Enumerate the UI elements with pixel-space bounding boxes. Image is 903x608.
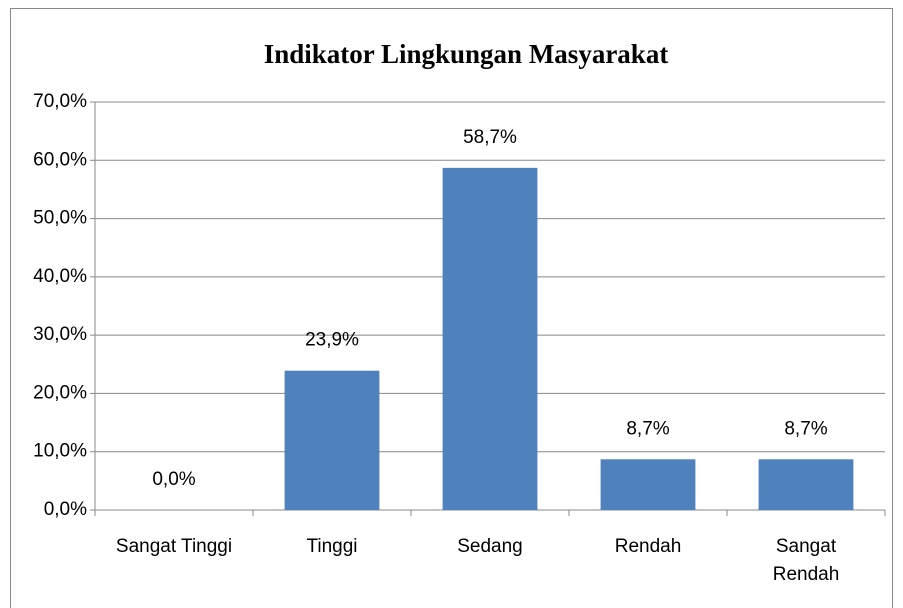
y-tick-label: 40,0%	[33, 266, 87, 287]
y-tick-label: 60,0%	[33, 149, 87, 170]
bar	[442, 167, 538, 510]
data-label: 8,7%	[626, 418, 669, 439]
x-tick-label: Rendah	[614, 536, 682, 557]
x-tick-label: Sangat Tinggi	[115, 536, 233, 557]
y-tick-label: 0,0%	[44, 499, 87, 520]
x-tick-label: Sedang	[457, 536, 523, 557]
chart-frame	[10, 8, 893, 608]
y-tick-label: 70,0%	[33, 91, 87, 112]
x-tick-label: Tinggi	[306, 536, 358, 557]
bar	[600, 459, 696, 510]
chart-title: Indikator Lingkungan Masyarakat	[264, 39, 669, 69]
y-tick-label: 20,0%	[33, 382, 87, 403]
data-label: 23,9%	[305, 330, 359, 351]
data-label: 0,0%	[152, 469, 195, 490]
data-label: 8,7%	[784, 418, 827, 439]
y-tick-label: 10,0%	[33, 441, 87, 462]
y-tick-label: 30,0%	[33, 324, 87, 345]
x-tick-label: Sangat Rendah	[772, 536, 840, 585]
bar	[758, 459, 854, 510]
bar	[284, 370, 380, 510]
data-label: 58,7%	[463, 127, 517, 148]
y-tick-label: 50,0%	[33, 208, 87, 229]
